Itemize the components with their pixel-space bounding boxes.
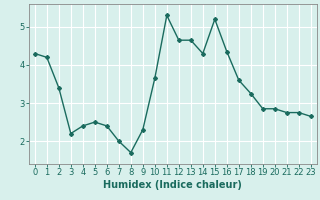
X-axis label: Humidex (Indice chaleur): Humidex (Indice chaleur) [103, 180, 242, 190]
